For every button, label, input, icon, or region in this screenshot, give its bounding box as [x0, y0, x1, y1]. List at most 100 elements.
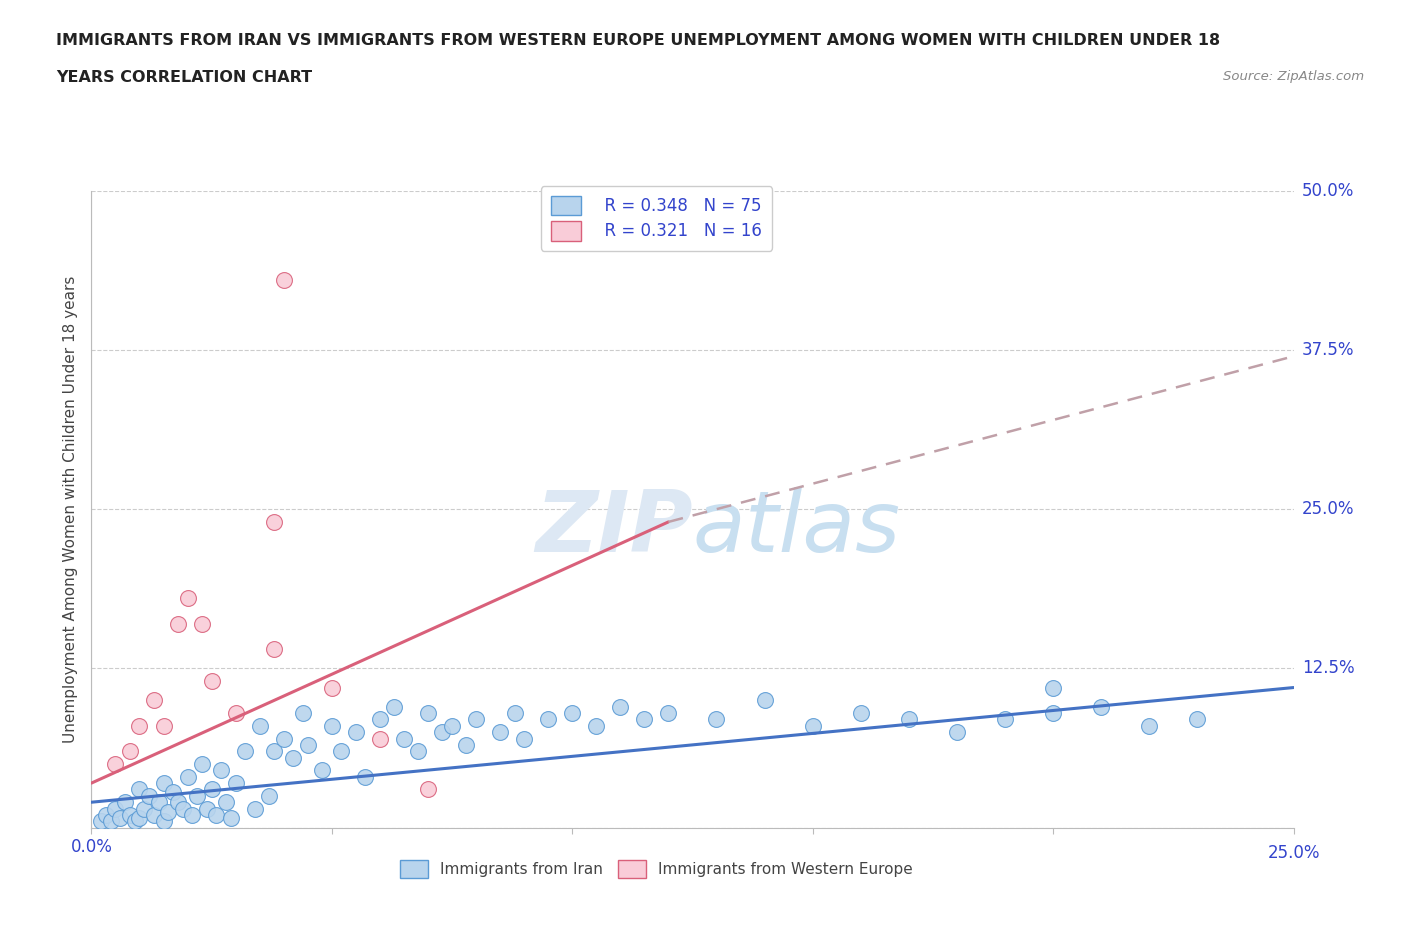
Point	[233, 744, 256, 759]
Point	[994, 712, 1017, 727]
Point	[633, 712, 655, 727]
Point	[176, 769, 198, 784]
Point	[382, 699, 405, 714]
Point	[513, 731, 536, 746]
Point	[104, 801, 127, 816]
Point	[585, 718, 607, 733]
Point	[162, 785, 184, 800]
Point	[456, 737, 478, 752]
Text: YEARS CORRELATION CHART: YEARS CORRELATION CHART	[56, 70, 312, 85]
Point	[283, 751, 305, 765]
Point	[215, 795, 238, 810]
Text: 12.5%: 12.5%	[1302, 659, 1354, 677]
Point	[225, 706, 247, 721]
Point	[273, 272, 295, 287]
Point	[1090, 699, 1112, 714]
Point	[219, 810, 242, 825]
Point	[1137, 718, 1160, 733]
Text: 37.5%: 37.5%	[1302, 341, 1354, 359]
Point	[191, 617, 214, 631]
Point	[416, 782, 439, 797]
Point	[167, 617, 190, 631]
Point	[263, 642, 285, 657]
Point	[416, 706, 439, 721]
Point	[181, 807, 204, 822]
Point	[849, 706, 872, 721]
Point	[801, 718, 824, 733]
Legend: Immigrants from Iran, Immigrants from Western Europe: Immigrants from Iran, Immigrants from We…	[394, 854, 918, 883]
Point	[291, 706, 314, 721]
Point	[209, 763, 232, 777]
Text: 50.0%: 50.0%	[1302, 181, 1354, 200]
Point	[225, 776, 247, 790]
Point	[1042, 706, 1064, 721]
Point	[263, 744, 285, 759]
Text: IMMIGRANTS FROM IRAN VS IMMIGRANTS FROM WESTERN EUROPE UNEMPLOYMENT AMONG WOMEN : IMMIGRANTS FROM IRAN VS IMMIGRANTS FROM …	[56, 33, 1220, 47]
Point	[142, 807, 165, 822]
Point	[503, 706, 526, 721]
Point	[138, 789, 160, 804]
Point	[263, 514, 285, 529]
Text: Source: ZipAtlas.com: Source: ZipAtlas.com	[1223, 70, 1364, 83]
Point	[897, 712, 920, 727]
Point	[118, 807, 141, 822]
Point	[104, 757, 127, 772]
Point	[609, 699, 631, 714]
Point	[259, 789, 281, 804]
Point	[195, 801, 218, 816]
Point	[134, 801, 156, 816]
Text: atlas: atlas	[692, 486, 900, 570]
Point	[157, 805, 180, 820]
Y-axis label: Unemployment Among Women with Children Under 18 years: Unemployment Among Women with Children U…	[63, 275, 79, 743]
Point	[128, 782, 150, 797]
Text: 25.0%: 25.0%	[1267, 844, 1320, 862]
Point	[152, 776, 174, 790]
Point	[152, 718, 174, 733]
Point	[368, 731, 391, 746]
Point	[118, 744, 141, 759]
Point	[201, 782, 224, 797]
Point	[167, 795, 190, 810]
Point	[142, 693, 165, 708]
Point	[408, 744, 430, 759]
Point	[1042, 680, 1064, 695]
Text: 25.0%: 25.0%	[1302, 500, 1354, 518]
Point	[176, 591, 198, 605]
Point	[368, 712, 391, 727]
Point	[946, 724, 969, 739]
Point	[561, 706, 583, 721]
Point	[172, 801, 194, 816]
Point	[706, 712, 728, 727]
Point	[186, 789, 208, 804]
Point	[110, 810, 132, 825]
Point	[321, 718, 343, 733]
Point	[392, 731, 415, 746]
Point	[537, 712, 560, 727]
Point	[249, 718, 271, 733]
Point	[152, 814, 174, 829]
Point	[114, 795, 136, 810]
Point	[489, 724, 512, 739]
Point	[344, 724, 367, 739]
Point	[191, 757, 214, 772]
Point	[754, 693, 776, 708]
Point	[90, 814, 112, 829]
Point	[273, 731, 295, 746]
Point	[124, 814, 146, 829]
Point	[440, 718, 463, 733]
Point	[330, 744, 353, 759]
Point	[100, 814, 122, 829]
Point	[311, 763, 333, 777]
Point	[128, 718, 150, 733]
Point	[148, 795, 170, 810]
Text: ZIP: ZIP	[534, 486, 692, 570]
Point	[94, 807, 117, 822]
Point	[432, 724, 454, 739]
Point	[205, 807, 228, 822]
Point	[1187, 712, 1209, 727]
Point	[243, 801, 266, 816]
Point	[321, 680, 343, 695]
Point	[465, 712, 488, 727]
Point	[201, 673, 224, 688]
Point	[297, 737, 319, 752]
